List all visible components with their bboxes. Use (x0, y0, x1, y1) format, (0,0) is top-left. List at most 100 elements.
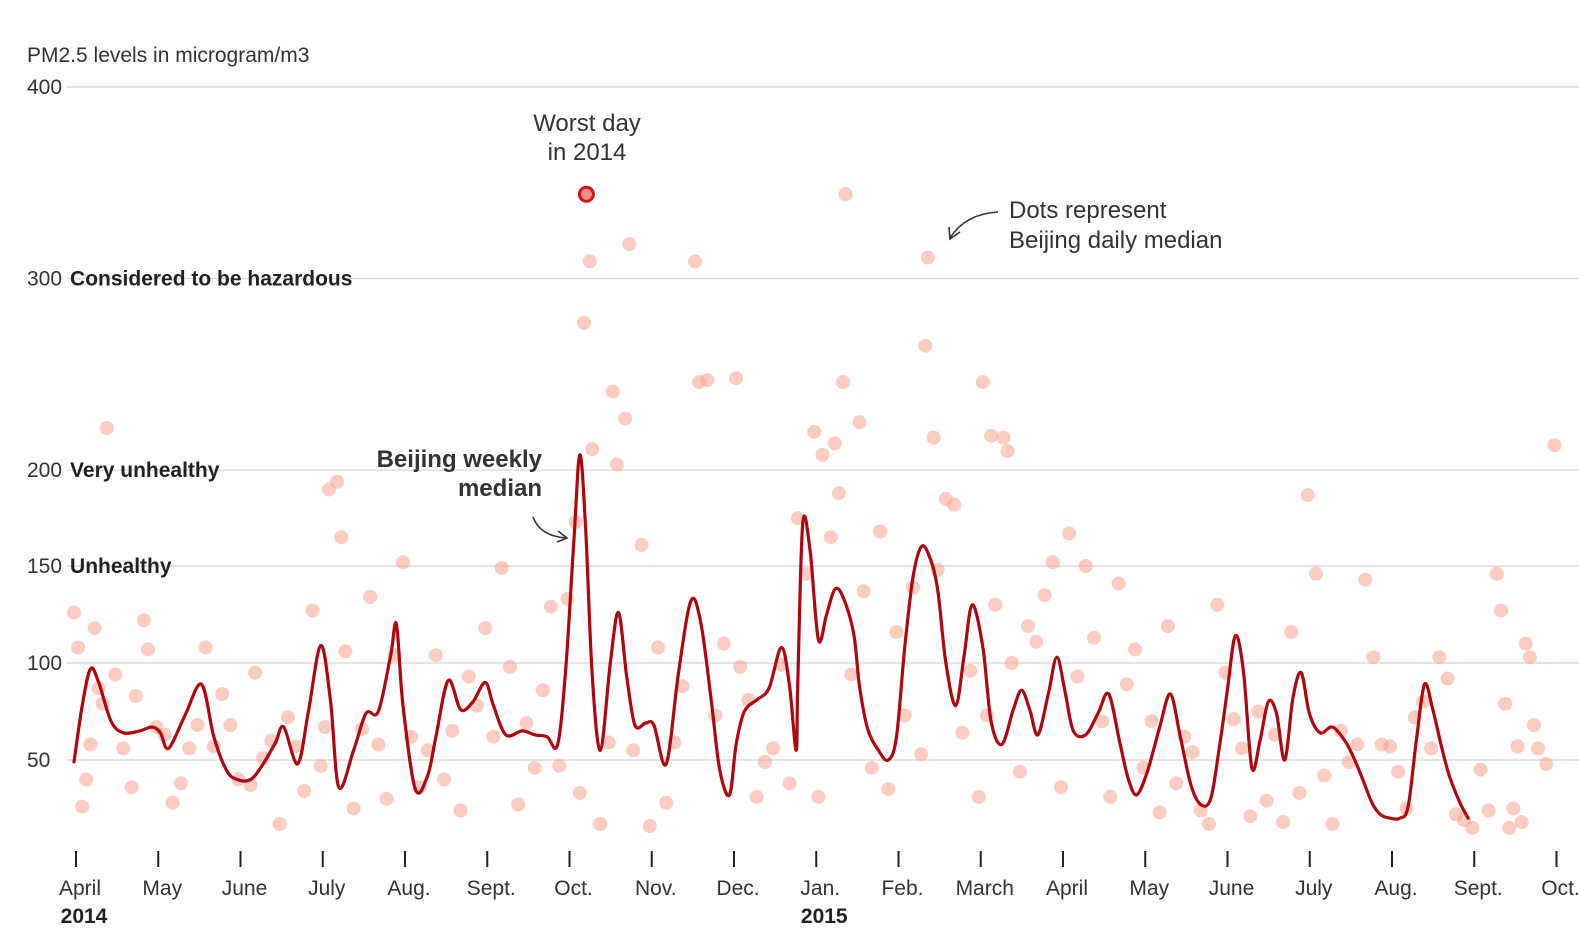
daily-dot (642, 819, 657, 833)
daily-dot (1317, 768, 1332, 783)
daily-dot (1481, 803, 1496, 818)
daily-dot (1498, 696, 1513, 711)
daily-dot (856, 584, 871, 599)
y-tick-value: 300 (27, 268, 62, 291)
y-tick-category: Considered to be hazardous (70, 268, 352, 291)
weekly-median-arrow (532, 516, 567, 539)
daily-dot (445, 723, 460, 738)
daily-dot (428, 648, 443, 663)
daily-dot (1029, 634, 1044, 649)
daily-dot (1103, 789, 1118, 804)
y-tick-label-200: 200 Very unhealthy (27, 459, 220, 482)
daily-dot (71, 640, 86, 655)
y-tick-value: 100 (27, 652, 62, 675)
daily-dot (852, 415, 867, 430)
daily-dot (609, 457, 624, 472)
daily-dot (396, 555, 410, 570)
daily-dot (87, 621, 102, 636)
daily-dot (1514, 815, 1529, 830)
worst-day-label-line2: in 2014 (548, 139, 627, 166)
daily-dot (272, 817, 287, 831)
daily-dot (984, 428, 999, 443)
daily-dot (1152, 805, 1167, 820)
daily-dot (1128, 642, 1142, 657)
daily-dot (918, 338, 933, 353)
x-tick-label: Aug. (1374, 877, 1417, 900)
daily-dot (552, 758, 567, 773)
x-tick-label: April (59, 877, 101, 900)
daily-dot (519, 716, 534, 731)
daily-dot (601, 735, 616, 750)
daily-dot (688, 254, 702, 269)
daily-dot (1054, 780, 1068, 795)
x-axis: April 2014 May June July Aug. Sept. Oct. Nov. Dec… (59, 851, 1579, 928)
daily-dot (815, 447, 830, 462)
daily-dot (116, 741, 131, 756)
daily-dot (165, 795, 180, 810)
daily-dot (1494, 603, 1508, 618)
daily-dot (461, 669, 476, 684)
daily-dot (675, 679, 690, 694)
daily-dot (593, 817, 608, 831)
daily-dot (297, 784, 312, 798)
daily-dot (757, 754, 772, 769)
x-tick-label: Sept. (1454, 877, 1503, 900)
daily-dot (379, 791, 394, 806)
daily-dot (827, 436, 842, 451)
daily-dot (371, 737, 386, 752)
weekly-median-line (72, 453, 1470, 821)
y-tick-value: 200 (27, 459, 62, 482)
daily-dot (502, 659, 517, 674)
daily-dot (1095, 714, 1110, 729)
daily-dot (1473, 762, 1488, 777)
daily-dot (996, 430, 1011, 445)
daily-dot (659, 795, 674, 810)
daily-dot (947, 497, 962, 512)
x-tick-label: Oct. (554, 877, 593, 900)
daily-dot (248, 665, 262, 680)
daily-dot (453, 803, 468, 818)
daily-dot (811, 789, 826, 804)
y-tick-label-100: 100 (27, 652, 62, 675)
y-tick-value: 400 (27, 76, 62, 99)
daily-dot (1276, 815, 1291, 830)
daily-dot (1506, 801, 1521, 816)
daily-dot (1510, 739, 1525, 754)
daily-dot (544, 599, 558, 614)
x-tick-label: Dec. (716, 877, 759, 900)
daily-dot (363, 590, 378, 604)
y-axis-labels: 400 300 Considered to be hazardous 200 Very … (27, 76, 352, 772)
x-tick-label: May (1129, 877, 1169, 900)
x-tick-label: Jan. (800, 877, 840, 900)
daily-dot (1292, 786, 1307, 800)
x-tick-label: May (142, 877, 182, 900)
x-tick-label: Sept. (467, 877, 516, 900)
x-tick-label: April (1046, 877, 1088, 900)
daily-dot (971, 789, 986, 804)
daily-dot (256, 751, 271, 766)
daily-dot (1251, 704, 1266, 719)
daily-dot (128, 689, 143, 703)
daily-dot (478, 621, 493, 636)
daily-dot (582, 254, 597, 269)
daily-dot (334, 530, 349, 545)
daily-dot (926, 430, 941, 445)
daily-dot (889, 625, 904, 639)
daily-dot (108, 667, 123, 682)
daily-dot (1518, 636, 1533, 651)
daily-dot (838, 187, 853, 202)
daily-dot (1424, 741, 1439, 756)
daily-dot (1358, 572, 1373, 587)
daily-dot (1259, 793, 1274, 808)
daily-dot (790, 511, 805, 526)
daily-dot (190, 718, 205, 733)
worst-day-label-line1: Worst day (533, 110, 641, 137)
daily-dot (1366, 650, 1381, 665)
x-tick-label: Oct. (1541, 877, 1579, 900)
daily-dot (605, 384, 620, 399)
daily-dot (634, 537, 649, 552)
daily-dot (535, 683, 550, 698)
daily-dot (585, 442, 600, 457)
daily-dot (963, 663, 978, 678)
